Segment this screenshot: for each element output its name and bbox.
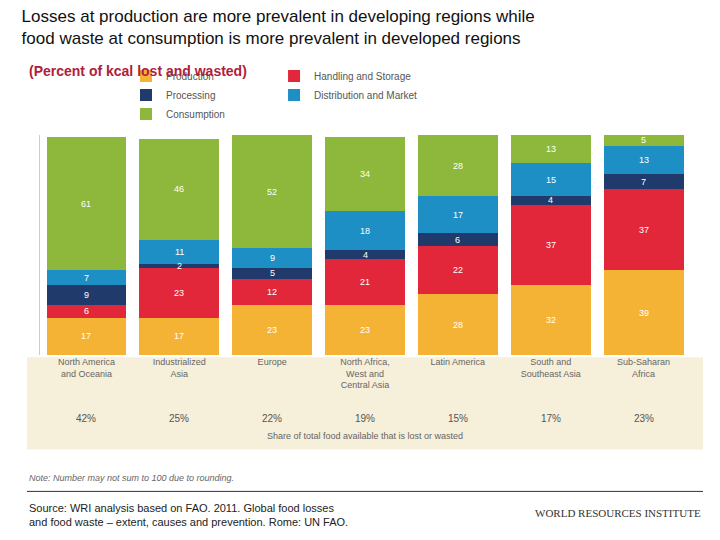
svg-text:South andSoutheast Asia: South andSoutheast Asia: [521, 357, 581, 379]
svg-text:18: 18: [360, 226, 370, 236]
svg-text:13: 13: [639, 155, 649, 165]
svg-text:17%: 17%: [541, 413, 561, 424]
svg-text:17: 17: [174, 331, 184, 341]
svg-text:23: 23: [360, 325, 370, 335]
svg-text:Distribution and Market: Distribution and Market: [314, 90, 417, 101]
svg-text:21: 21: [360, 277, 370, 287]
svg-text:17: 17: [453, 210, 463, 220]
svg-text:39: 39: [639, 308, 649, 318]
svg-text:22: 22: [453, 265, 463, 275]
svg-text:23: 23: [174, 288, 184, 298]
svg-text:Sub-SaharanAfrica: Sub-SaharanAfrica: [617, 357, 670, 379]
svg-text:9: 9: [84, 290, 89, 300]
svg-text:North Americaand Oceania: North Americaand Oceania: [58, 357, 115, 379]
svg-text:15%: 15%: [448, 413, 468, 424]
svg-text:IndustrializedAsia: IndustrializedAsia: [153, 357, 206, 379]
svg-text:4: 4: [548, 195, 553, 205]
svg-text:Consumption: Consumption: [166, 109, 225, 120]
svg-text:12: 12: [267, 287, 277, 297]
svg-text:9: 9: [270, 253, 275, 263]
svg-text:23%: 23%: [634, 413, 654, 424]
svg-text:52: 52: [267, 187, 277, 197]
svg-text:23: 23: [267, 325, 277, 335]
svg-text:Losses at production are more: Losses at production are more prevalent …: [22, 7, 535, 48]
svg-text:15: 15: [546, 175, 556, 185]
svg-text:Processing: Processing: [166, 90, 215, 101]
svg-text:5: 5: [641, 135, 646, 145]
svg-text:Europe: Europe: [258, 357, 287, 367]
svg-text:(Percent of kcal lost and wast: (Percent of kcal lost and wasted): [29, 63, 247, 79]
svg-text:28: 28: [453, 320, 463, 330]
svg-text:22%: 22%: [262, 413, 282, 424]
svg-text:37: 37: [639, 225, 649, 235]
svg-text:Share of total food available: Share of total food available that is lo…: [267, 431, 463, 441]
svg-text:34: 34: [360, 169, 370, 179]
svg-text:WORLD RESOURCES INSTITUTE: WORLD RESOURCES INSTITUTE: [535, 507, 701, 519]
svg-text:6: 6: [84, 306, 89, 316]
svg-text:25%: 25%: [169, 413, 189, 424]
svg-text:4: 4: [363, 250, 368, 260]
svg-text:7: 7: [84, 273, 89, 283]
svg-text:46: 46: [174, 184, 184, 194]
svg-text:11: 11: [175, 247, 184, 257]
svg-text:Source: WRI analysis based on: Source: WRI analysis based on FAO. 2011.…: [29, 502, 348, 528]
svg-text:6: 6: [455, 235, 460, 245]
svg-text:7: 7: [641, 177, 646, 187]
svg-text:19%: 19%: [355, 413, 375, 424]
svg-text:Production: Production: [166, 71, 214, 82]
svg-text:17: 17: [81, 331, 91, 341]
svg-text:61: 61: [81, 199, 91, 209]
svg-text:5: 5: [270, 268, 275, 278]
svg-text:28: 28: [453, 161, 463, 171]
svg-text:37: 37: [546, 240, 556, 250]
svg-text:Note: Number may not sum to 10: Note: Number may not sum to 100 due to r…: [29, 473, 234, 483]
svg-text:North Africa,West andCentral A: North Africa,West andCentral Asia: [340, 357, 390, 390]
svg-text:Latin America: Latin America: [431, 357, 486, 367]
svg-text:32: 32: [546, 315, 556, 325]
svg-text:13: 13: [546, 144, 556, 154]
svg-text:Handling and Storage: Handling and Storage: [314, 71, 411, 82]
svg-text:42%: 42%: [76, 413, 96, 424]
svg-text:2: 2: [177, 261, 182, 271]
